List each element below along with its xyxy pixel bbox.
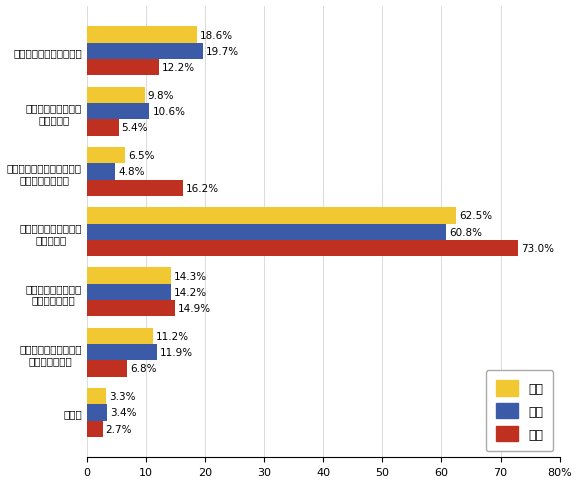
Bar (87, 301, 175, 317)
Text: 11.2%: 11.2% (156, 331, 189, 341)
Bar (87, 328, 153, 344)
Text: 3.4%: 3.4% (110, 408, 137, 418)
Bar (87, 224, 446, 240)
Bar (87, 44, 203, 60)
Text: 5.4%: 5.4% (122, 123, 148, 133)
Bar (87, 421, 102, 437)
Bar (87, 88, 145, 104)
Legend: 全体, 男性, 女性: 全体, 男性, 女性 (486, 371, 554, 451)
Text: 16.2%: 16.2% (185, 183, 219, 193)
Bar (87, 60, 159, 76)
Bar (87, 120, 119, 136)
Text: 3.3%: 3.3% (109, 392, 135, 401)
Bar (87, 28, 197, 44)
Bar (87, 405, 107, 421)
Text: 62.5%: 62.5% (459, 211, 492, 221)
Text: 2.7%: 2.7% (106, 424, 132, 434)
Bar (87, 208, 456, 224)
Text: 73.0%: 73.0% (521, 243, 554, 254)
Text: 60.8%: 60.8% (449, 227, 482, 237)
Bar (87, 104, 149, 120)
Bar (87, 148, 125, 164)
Text: 14.9%: 14.9% (178, 303, 211, 314)
Bar (87, 240, 518, 257)
Text: 14.3%: 14.3% (174, 271, 207, 281)
Text: 14.2%: 14.2% (174, 287, 207, 297)
Text: 11.9%: 11.9% (160, 348, 193, 357)
Text: 9.8%: 9.8% (148, 91, 174, 101)
Text: 19.7%: 19.7% (206, 47, 239, 57)
Text: 6.5%: 6.5% (128, 151, 155, 161)
Bar (87, 284, 171, 301)
Text: 12.2%: 12.2% (162, 63, 195, 73)
Bar (87, 344, 157, 361)
Bar (87, 361, 127, 377)
Text: 4.8%: 4.8% (118, 167, 145, 177)
Bar (87, 388, 107, 405)
Bar (87, 164, 115, 180)
Bar (87, 180, 182, 197)
Text: 18.6%: 18.6% (200, 30, 233, 41)
Bar (87, 268, 171, 284)
Text: 10.6%: 10.6% (152, 107, 185, 117)
Text: 6.8%: 6.8% (130, 363, 156, 374)
